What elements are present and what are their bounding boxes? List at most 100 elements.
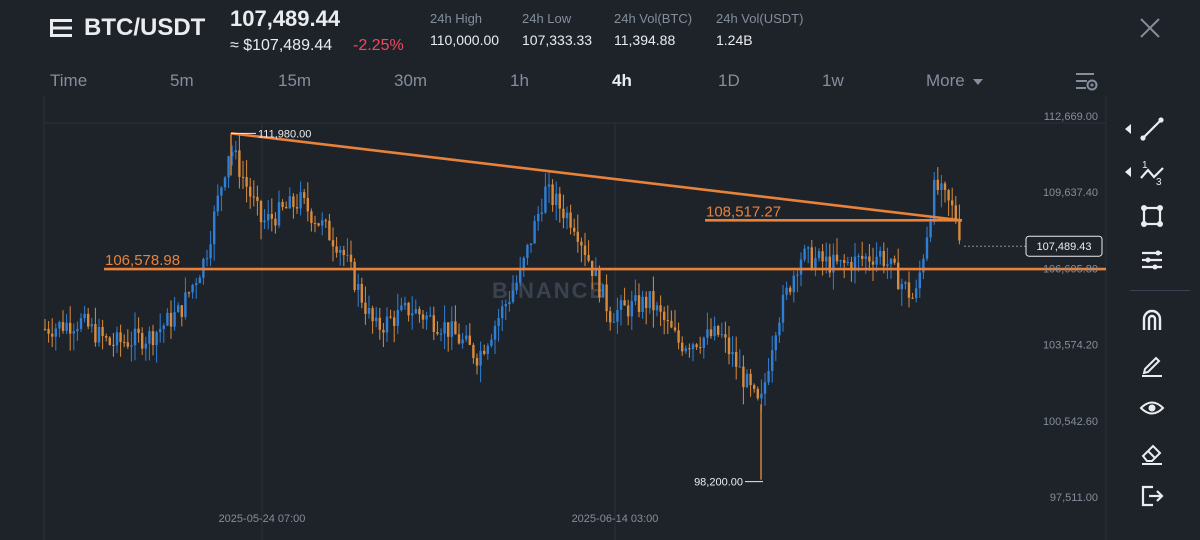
candle-body [810,247,813,269]
candle-body [760,393,763,399]
candle-body [763,382,767,394]
trend-line-icon[interactable] [1138,115,1166,143]
tab-1w[interactable]: 1w [822,71,844,90]
candle-body [900,283,903,290]
tab-4h[interactable]: 4h [612,71,632,90]
tab-1d[interactable]: 1D [718,71,740,90]
candle-body [583,245,587,256]
candle-body [112,344,115,346]
tab-15m[interactable]: 15m [278,71,312,90]
candle-body [861,255,864,259]
menu-icon[interactable] [50,18,72,38]
candle-body [709,329,713,337]
caret-left-icon[interactable] [1124,124,1132,134]
candle-body [792,275,795,293]
candle-body [43,328,47,330]
magnet-icon[interactable] [1138,306,1166,334]
candlestick-chart[interactable]: BINANCE 106,578.98 108,517.27 111,980.00 98… [0,96,1110,540]
candle-body [313,222,317,224]
candle-body [425,315,428,320]
candle-body [353,261,356,290]
candle-body [432,315,435,333]
candle-body [540,212,543,214]
candle-body [569,212,572,228]
candle-body [814,258,817,269]
candle-body [306,197,309,212]
stat-value: 1.24B [716,32,753,48]
fib-tool-icon[interactable]: 1 3 [1138,158,1166,186]
candle-body [720,334,723,336]
candle-body [227,156,230,178]
candle-body [598,268,601,298]
candle-body [339,249,342,253]
tab-time[interactable]: Time [50,71,88,90]
candle-body [83,313,86,319]
candle-body [922,258,925,273]
stat-24h-vol-btc: 24h Vol(BTC) 11,394.88 [614,11,692,48]
candle-body [403,302,407,306]
candle-body [187,292,191,294]
candle-body [407,302,410,316]
candle-body [519,269,522,283]
candle-body [551,184,554,206]
pencil-icon[interactable] [1138,350,1166,378]
candle-body [94,324,97,343]
candle-body [702,337,705,349]
candle-body [943,183,947,191]
tab-more[interactable]: More [926,71,984,91]
candle-body [735,351,738,367]
x-axis-tick-label: 2025-06-14 03:00 [572,513,659,525]
tab-5m[interactable]: 5m [170,71,194,90]
candle-body [738,366,741,368]
candle-body [742,366,745,388]
price-chart[interactable]: BINANCE 106,578.98 108,517.27 111,980.00 98… [0,96,1110,540]
close-icon[interactable] [1138,16,1162,40]
candle-body [609,311,612,323]
tab-30m[interactable]: 30m [394,71,428,90]
candle-body [389,316,392,318]
candle-body [771,350,774,371]
candle-body [115,332,119,346]
candle-body [508,301,511,305]
trading-pair[interactable]: BTC/USDT [84,14,206,41]
stat-label: 24h Low [522,11,572,26]
candle-body [72,331,75,334]
candle-body [882,250,885,267]
candle-body [303,192,306,198]
candle-body [385,316,389,333]
caret-left-icon[interactable] [1124,167,1132,177]
candle-body [69,322,72,334]
candle-body [137,328,140,333]
drawing-toolbar: 1 3 [1120,110,1200,530]
candle-body [803,248,806,260]
eye-icon[interactable] [1138,394,1166,422]
candle-body [119,332,122,343]
tab-1h[interactable]: 1h [510,71,529,90]
last-price: 107,489.44 [230,6,341,31]
candle-body [947,190,950,201]
candle-body [630,301,633,317]
candle-body [270,213,273,219]
candle-body [486,345,489,354]
eraser-icon[interactable] [1138,438,1166,466]
candle-body [897,262,900,290]
candle-body [447,322,450,337]
text-lines-icon[interactable] [1138,246,1166,274]
shape-icon[interactable] [1138,202,1166,230]
candle-body [745,373,749,388]
candle-body [695,344,698,348]
candle-body [108,337,111,345]
exit-icon[interactable] [1138,482,1166,510]
candle-body [457,334,461,344]
candle-body [277,202,281,226]
candle-body [317,223,320,226]
candle-body [648,291,651,309]
candle-body [220,187,223,196]
price-change: -2.25% [353,37,404,54]
candle-body [727,337,731,355]
candle-body [817,251,821,259]
candle-body [87,313,90,327]
candle-body [828,256,831,273]
candle-body [889,258,893,265]
chart-settings-icon[interactable] [1074,70,1098,92]
